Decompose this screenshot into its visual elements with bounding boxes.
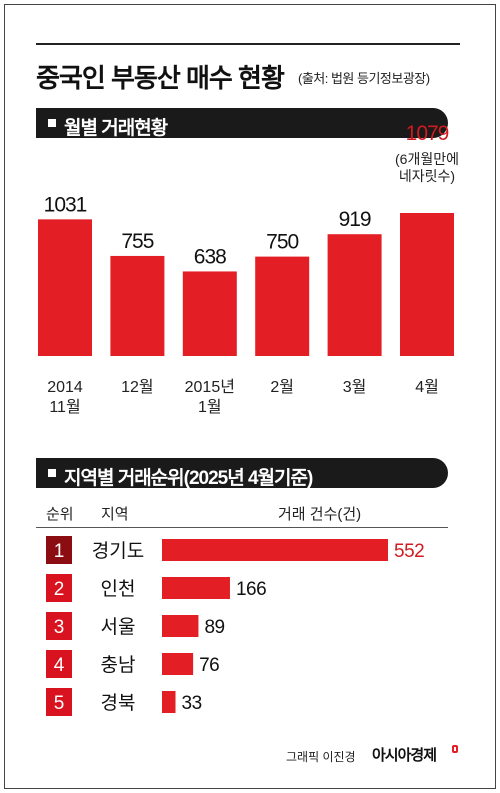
monthly-category-label: 4월 bbox=[415, 378, 439, 396]
rank-number: 4 bbox=[54, 655, 65, 676]
monthly-category-label: 2월 bbox=[270, 378, 294, 396]
monthly-value-label: 638 bbox=[194, 245, 226, 268]
region-name: 충남 bbox=[101, 654, 136, 676]
region-value-label: 166 bbox=[236, 579, 266, 600]
region-bar bbox=[162, 577, 230, 599]
square-bullet-icon bbox=[48, 469, 56, 477]
region-value-label: 76 bbox=[199, 655, 219, 676]
monthly-category-label: 2015년 1월 bbox=[185, 378, 235, 416]
region-value-label: 552 bbox=[394, 541, 424, 562]
count-column-header: 거래 건수(건) bbox=[278, 506, 362, 523]
region-bar bbox=[162, 691, 176, 713]
region-bar bbox=[162, 539, 388, 561]
rank-number: 1 bbox=[54, 541, 65, 562]
region-bar bbox=[162, 653, 194, 675]
region-section-title: 지역별 거래순위(2025년 4월기준) bbox=[64, 468, 313, 489]
monthly-value-label: 919 bbox=[339, 208, 371, 231]
rank-badge bbox=[46, 650, 72, 678]
region-value-label: 33 bbox=[182, 693, 202, 714]
monthly-annotation: (6개월만에 네자릿수) bbox=[395, 151, 459, 184]
monthly-value-label: 1031 bbox=[44, 193, 87, 216]
region-section-header: 지역별 거래순위(2025년 4월기준) bbox=[36, 458, 448, 489]
monthly-category-label: 2014 11월 bbox=[47, 379, 83, 416]
header-divider bbox=[36, 527, 448, 528]
monthly-bar bbox=[255, 256, 310, 356]
monthly-value-label: 750 bbox=[266, 231, 298, 254]
monthly-bar bbox=[110, 255, 165, 356]
region-name: 경북 bbox=[101, 692, 136, 714]
rank-badge bbox=[46, 612, 72, 640]
rank-number: 2 bbox=[54, 579, 65, 600]
page-title: 중국인 부동산 매수 현황 bbox=[36, 63, 285, 93]
rank-column-header: 순위 bbox=[46, 506, 74, 523]
monthly-category-label: 3월 bbox=[343, 378, 367, 396]
rank-badge bbox=[46, 536, 72, 564]
monthly-bar bbox=[38, 219, 92, 356]
region-value-label: 89 bbox=[204, 617, 224, 638]
region-column-header: 지역 bbox=[101, 506, 129, 523]
monthly-value-label: 755 bbox=[121, 230, 153, 253]
square-bullet-icon bbox=[48, 119, 56, 127]
monthly-value-label: 1079 bbox=[406, 122, 449, 145]
rank-number: 3 bbox=[54, 617, 65, 638]
brand-mark-icon bbox=[452, 745, 458, 753]
monthly-section-title: 월별 거래현황 bbox=[64, 118, 168, 139]
monthly-bar bbox=[182, 271, 237, 356]
source-note: (출처: 법원 등기정보광장) bbox=[298, 71, 430, 86]
monthly-category-label: 12월 bbox=[121, 378, 154, 396]
rank-badge bbox=[46, 688, 72, 716]
region-name: 인천 bbox=[101, 578, 136, 600]
brand-logo: 아시아경제 bbox=[372, 747, 437, 764]
graphic-credit: 그래픽 이진경 bbox=[286, 750, 356, 764]
region-name: 서울 bbox=[101, 616, 136, 638]
region-bar bbox=[162, 615, 199, 637]
region-name: 경기도 bbox=[92, 540, 144, 562]
rank-number: 5 bbox=[54, 693, 65, 714]
rank-badge bbox=[46, 574, 72, 602]
monthly-bar bbox=[327, 234, 382, 356]
monthly-bar bbox=[400, 213, 454, 356]
monthly-section-header: 월별 거래현황 bbox=[36, 108, 448, 139]
top-rule bbox=[36, 43, 460, 45]
